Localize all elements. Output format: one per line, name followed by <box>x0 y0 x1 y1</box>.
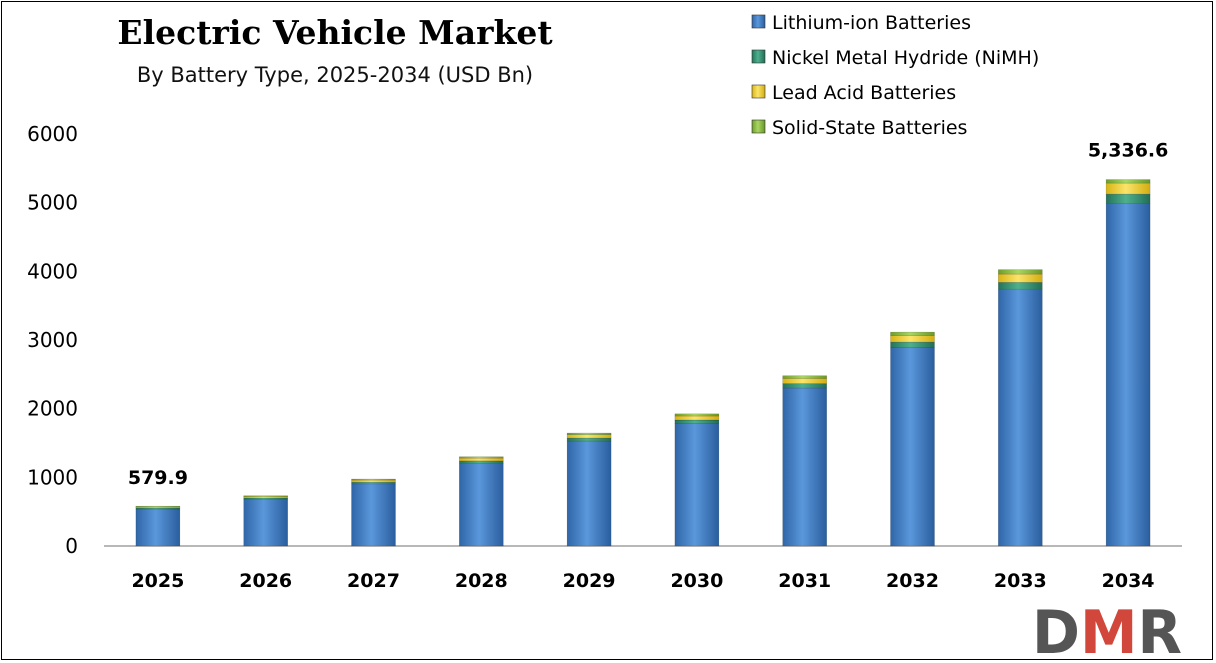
bar-stack-2031 <box>782 375 827 547</box>
y-tick-label: 4000 <box>27 259 78 283</box>
bar-segment-nimh <box>782 383 827 389</box>
bar-segment-lithium <box>135 508 181 547</box>
bar-segment-solid <box>459 456 504 459</box>
bar-segment-nimh <box>351 481 396 485</box>
bar-segment-nimh <box>566 437 612 442</box>
bar-segment-lithium <box>351 483 396 547</box>
data-label: 5,336.6 <box>1088 140 1169 162</box>
y-tick-label: 1000 <box>27 465 78 489</box>
legend-swatch-lead <box>751 84 766 99</box>
bar-stack-2030 <box>674 413 720 547</box>
bar-segment-nimh <box>135 507 181 510</box>
x-tick-label: 2033 <box>994 570 1047 592</box>
bar-stack-2027 <box>351 478 396 547</box>
legend-item: Nickel Metal Hydride (NiMH) <box>751 47 1039 69</box>
bar-segment-lithium <box>243 499 288 547</box>
y-tick-label: 3000 <box>27 328 78 352</box>
bars <box>135 179 1151 547</box>
bar-segment-lead <box>890 335 935 343</box>
x-tick-label: 2030 <box>670 570 723 592</box>
bar-segment-lead <box>674 415 720 421</box>
bar-segment-lithium <box>674 423 720 547</box>
bar-segment-solid <box>890 331 935 336</box>
x-tick-label: 2027 <box>347 570 400 592</box>
bar-segment-nimh <box>459 460 504 464</box>
y-tick-label: 0 <box>65 534 78 558</box>
legend-item: Lead Acid Batteries <box>751 82 956 104</box>
chart-title: Electric Vehicle Market <box>117 13 553 52</box>
bar-segment-lithium <box>459 463 504 547</box>
legend-label: Nickel Metal Hydride (NiMH) <box>772 47 1039 69</box>
x-tick-label: 2025 <box>131 570 184 592</box>
dmr-logo-text: DMR <box>1032 598 1182 661</box>
dmr-logo: DMR <box>1032 598 1182 661</box>
x-tick-label: 2026 <box>239 570 292 592</box>
bar-segment-solid <box>1105 179 1151 184</box>
y-tick-label: 2000 <box>27 397 78 421</box>
bar-stack-2033 <box>998 269 1043 547</box>
x-tick-label: 2034 <box>1102 570 1155 592</box>
bar-stack-2026 <box>243 495 288 547</box>
x-axis: 2025 2026 2027 2028 2029 2030 2031 2032 2033 2034 <box>104 545 1182 592</box>
bar-segment-solid <box>351 478 396 481</box>
x-tick-label: 2031 <box>778 570 831 592</box>
legend-item: Solid-State Batteries <box>751 117 967 139</box>
bar-segment-lithium <box>566 440 612 547</box>
bar-segment-lithium <box>998 288 1043 547</box>
bar-segment-solid <box>998 269 1043 275</box>
bar-stack-2025 <box>135 505 181 547</box>
chart-subtitle: By Battery Type, 2025-2034 (USD Bn) <box>137 63 533 87</box>
legend-label: Lithium-ion Batteries <box>772 12 971 34</box>
x-tick-label: 2029 <box>563 570 616 592</box>
bar-segment-lead <box>1105 182 1151 195</box>
data-labels: 579.9 5,336.6 <box>128 140 1169 490</box>
y-tick-label: 6000 <box>27 122 78 146</box>
legend: Lithium-ion Batteries Nickel Metal Hydrid… <box>751 12 1039 139</box>
bar-segment-lead <box>351 479 396 483</box>
legend-label: Lead Acid Batteries <box>772 82 956 104</box>
bar-segment-lithium <box>890 347 935 547</box>
x-tick-label: 2032 <box>886 570 939 592</box>
x-tick-label: 2028 <box>455 570 508 592</box>
bar-stack-2032 <box>890 331 935 547</box>
bar-segment-lead <box>782 378 827 384</box>
bar-segment-solid <box>135 505 181 508</box>
bar-segment-solid <box>243 495 288 497</box>
bar-segment-lithium <box>1105 203 1151 547</box>
y-axis: 0 1000 2000 3000 4000 5000 6000 <box>27 122 78 558</box>
bar-segment-solid <box>782 375 827 379</box>
bar-segment-nimh <box>998 282 1043 290</box>
bar-segment-nimh <box>1105 193 1151 204</box>
legend-swatch-nimh <box>751 49 766 64</box>
y-tick-label: 5000 <box>27 191 78 215</box>
bar-stack-2034 <box>1105 179 1151 547</box>
bar-segment-nimh <box>674 419 720 424</box>
legend-item: Lithium-ion Batteries <box>751 12 971 34</box>
legend-swatch-lithium <box>751 14 766 29</box>
bar-segment-lithium <box>782 387 827 547</box>
bar-segment-solid <box>674 413 720 417</box>
legend-swatch-solid <box>751 119 766 134</box>
bar-segment-solid <box>566 432 612 436</box>
bar-stack-2028 <box>459 456 504 547</box>
legend-label: Solid-State Batteries <box>772 117 967 139</box>
bar-segment-lead <box>459 457 504 462</box>
bar-segment-nimh <box>890 341 935 348</box>
bar-segment-lead <box>566 434 612 439</box>
data-label: 579.9 <box>128 467 188 489</box>
bar-segment-lead <box>998 273 1043 283</box>
bar-stack-2029 <box>566 432 612 547</box>
